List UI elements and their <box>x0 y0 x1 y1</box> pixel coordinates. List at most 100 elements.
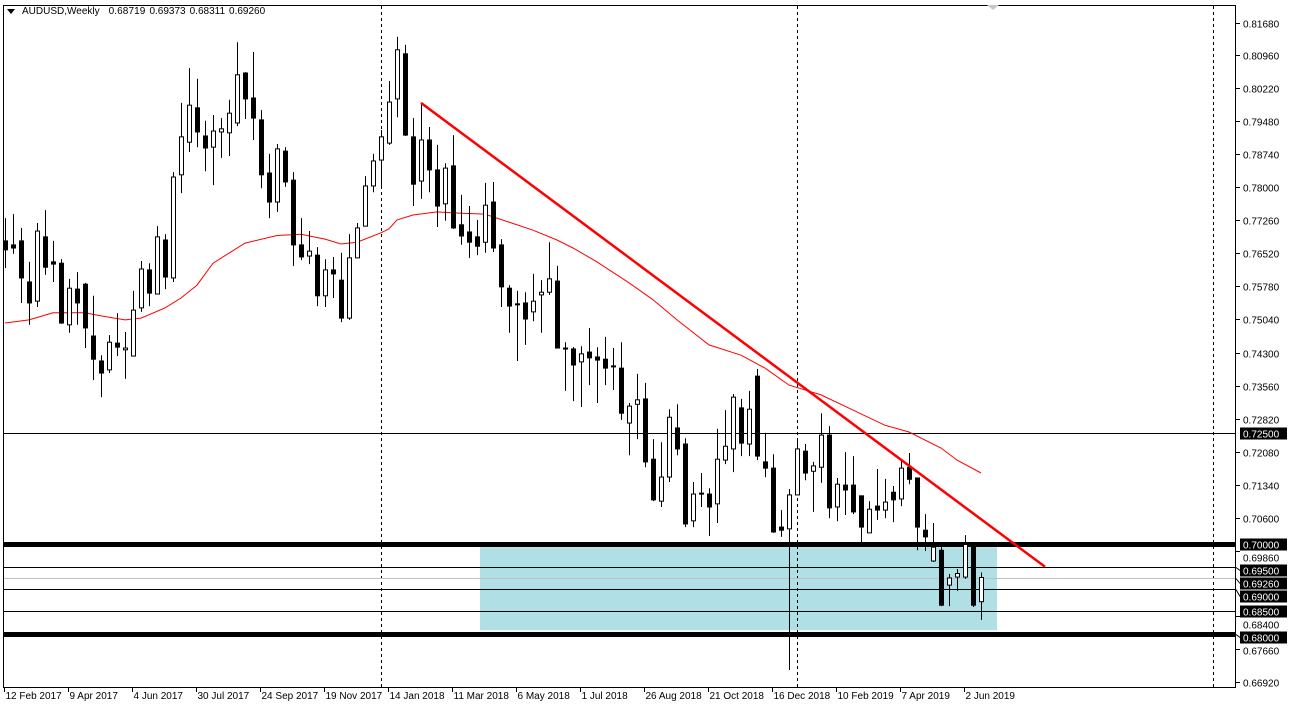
candle <box>171 172 176 282</box>
price-level-connector <box>1235 634 1241 638</box>
candle <box>827 426 832 519</box>
bear-candle-body <box>755 375 760 457</box>
candle <box>531 273 536 322</box>
candles <box>3 36 984 670</box>
candle <box>475 219 480 256</box>
bear-candle-body <box>283 150 288 183</box>
candle <box>587 327 592 386</box>
candle <box>91 295 96 381</box>
candle <box>467 206 472 258</box>
candle <box>43 210 48 275</box>
candle <box>931 523 936 562</box>
price-level-connector <box>1235 589 1241 597</box>
candle <box>163 234 168 290</box>
candle <box>211 114 216 186</box>
candle <box>427 127 432 193</box>
price-tick-label: 0.77260 <box>1243 217 1280 228</box>
candle <box>779 510 784 537</box>
bear-candle-body <box>923 529 928 538</box>
candle <box>27 261 32 325</box>
bull-candle-body <box>835 483 840 508</box>
bull-candle-body <box>395 49 400 100</box>
bear-candle-body <box>11 244 16 249</box>
bear-candle-body <box>43 236 48 268</box>
bull-candle-body <box>179 136 184 176</box>
candle <box>971 543 976 607</box>
candle <box>723 410 728 465</box>
time-tick-label: 26 Aug 2018 <box>646 691 703 702</box>
dropdown-triangle-icon[interactable] <box>7 9 15 14</box>
candle <box>867 501 872 534</box>
ohlc-open: 0.68719 <box>108 6 146 17</box>
candle <box>267 153 272 219</box>
candle <box>507 285 512 333</box>
current-price-box <box>1240 577 1287 590</box>
ohlc-close: 0.69260 <box>229 6 266 17</box>
bear-candle-body <box>403 53 408 136</box>
bull-candle-body <box>659 476 664 502</box>
bull-candle-body <box>443 167 448 205</box>
candle <box>291 172 296 266</box>
candle <box>595 347 600 403</box>
chart-header: AUDUSD,Weekly 0.68719 0.69373 0.68311 0.… <box>7 6 265 17</box>
candle <box>747 390 752 457</box>
bull-candle-body <box>531 300 536 313</box>
bull-candle-body <box>795 448 800 496</box>
candle <box>635 373 640 440</box>
price-tick-label: 0.72820 <box>1243 416 1280 427</box>
candle <box>947 573 952 607</box>
candle <box>131 290 136 357</box>
bear-candle-body <box>75 288 80 304</box>
shift-marker-icon[interactable] <box>987 5 999 10</box>
candle <box>627 402 632 456</box>
bull-candle-body <box>539 291 544 296</box>
candle <box>451 135 456 229</box>
bear-candle-body <box>891 491 896 501</box>
bull-candle-body <box>635 399 640 405</box>
candle <box>795 440 800 496</box>
bear-candle-body <box>571 348 576 366</box>
price-tick-label: 0.68400 <box>1243 621 1280 632</box>
bull-candle-body <box>963 543 968 578</box>
bull-candle-body <box>699 492 704 495</box>
bull-candle-body <box>227 112 232 134</box>
price-tick-label: 0.67660 <box>1243 647 1280 658</box>
bear-candle-body <box>611 365 616 368</box>
bull-candle-body <box>379 136 384 161</box>
price-tick-label: 0.76520 <box>1243 250 1280 261</box>
bear-candle-body <box>499 244 504 288</box>
bull-candle-body <box>371 160 376 187</box>
candle <box>979 572 984 620</box>
price-level-box <box>1240 538 1287 551</box>
candle <box>811 461 816 512</box>
bull-candle-body <box>155 236 160 295</box>
bull-candle-body <box>347 257 352 319</box>
price-tick-label: 0.78740 <box>1243 151 1280 162</box>
bear-candle-body <box>563 347 568 350</box>
candle <box>499 239 504 307</box>
bull-candle-body <box>171 176 176 279</box>
bear-candle-body <box>259 119 264 176</box>
candle <box>915 477 920 551</box>
candle <box>859 495 864 544</box>
candle <box>803 444 808 481</box>
candle <box>299 218 304 261</box>
candle <box>147 263 152 307</box>
bear-candle-body <box>683 443 688 525</box>
bull-candle-body <box>627 405 632 424</box>
price-tick-label: 0.81680 <box>1243 20 1280 31</box>
time-tick-label: 7 Apr 2019 <box>902 691 951 702</box>
bear-candle-body <box>163 239 168 278</box>
candle <box>715 428 720 524</box>
candle <box>939 547 944 607</box>
price-level-box <box>1240 564 1287 577</box>
bear-candle-body <box>779 526 784 531</box>
candle <box>123 331 128 379</box>
bull-candle-body <box>307 250 312 257</box>
candle <box>395 36 400 118</box>
price-level-label: 0.72500 <box>1243 430 1280 441</box>
bear-candle-body <box>315 254 320 297</box>
candle <box>187 68 192 153</box>
bear-candle-body <box>771 467 776 533</box>
